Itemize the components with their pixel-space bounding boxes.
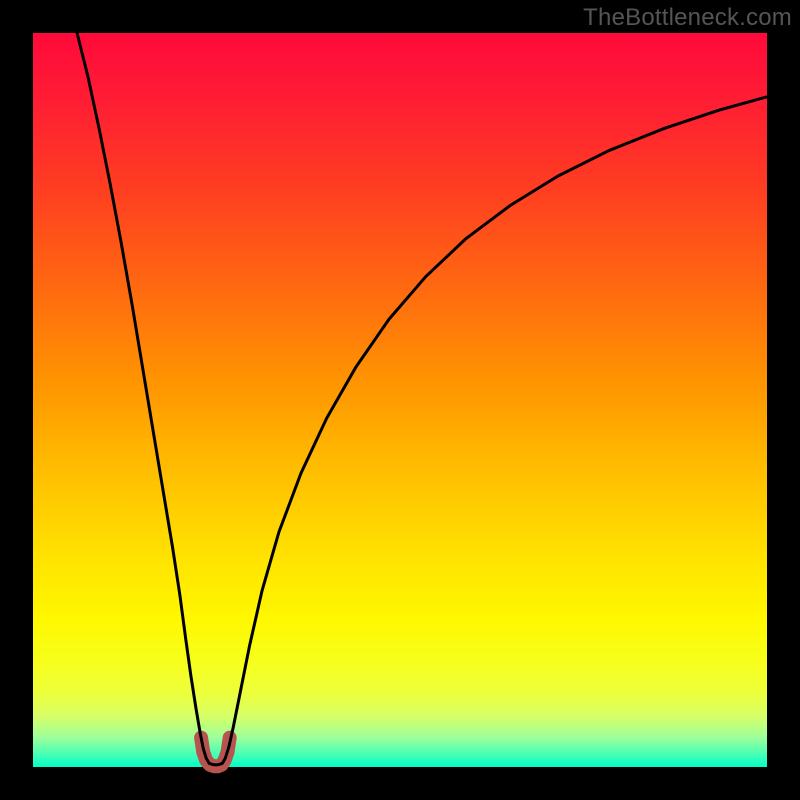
figure-container: TheBottleneck.com (0, 0, 800, 800)
plot-background (33, 33, 767, 767)
bottleneck-plot (0, 0, 800, 800)
